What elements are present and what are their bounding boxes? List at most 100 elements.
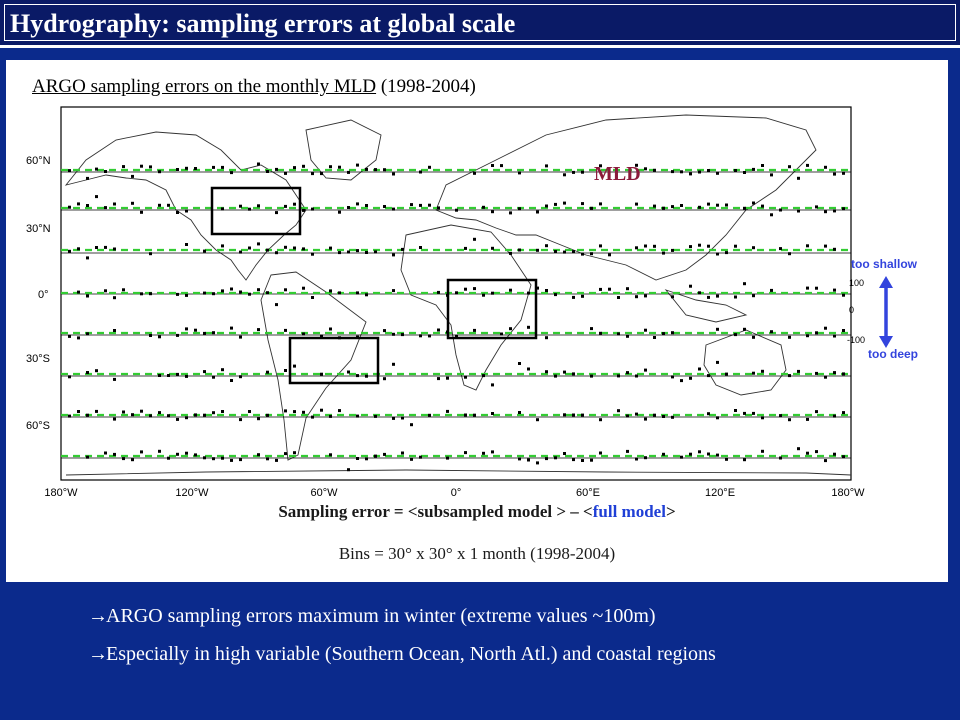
error-dot xyxy=(842,293,845,297)
error-dot xyxy=(248,410,251,413)
error-dot xyxy=(293,202,296,206)
error-dot xyxy=(554,456,557,460)
error-dot xyxy=(158,203,161,207)
error-dot xyxy=(446,376,449,380)
error-dot xyxy=(761,449,764,453)
error-dot xyxy=(635,457,638,461)
error-dot xyxy=(113,296,116,300)
coastlines xyxy=(64,114,852,476)
error-dot xyxy=(275,303,278,307)
error-dot xyxy=(401,333,404,337)
highlight-boxes xyxy=(210,186,538,385)
error-dot xyxy=(671,205,674,209)
lon-label: 120°E xyxy=(705,487,735,499)
error-dot xyxy=(698,450,701,454)
error-dot xyxy=(356,414,359,418)
error-dot xyxy=(392,207,395,211)
scale-legend: too shallow too deep 100 0 -100 xyxy=(847,257,918,361)
error-dot xyxy=(194,413,197,417)
error-dot xyxy=(230,379,233,382)
error-dot xyxy=(149,165,152,169)
error-dot xyxy=(347,468,350,472)
error-dot xyxy=(239,418,242,422)
error-dot xyxy=(725,457,728,461)
error-dot xyxy=(446,456,449,460)
error-dot xyxy=(491,164,494,167)
north-america-outline xyxy=(64,131,307,281)
error-dot xyxy=(698,243,701,247)
error-dot xyxy=(248,246,251,250)
error-dot xyxy=(824,375,827,379)
error-dot xyxy=(284,204,287,208)
error-dot xyxy=(680,170,683,174)
error-dot xyxy=(563,173,566,177)
error-dot xyxy=(239,250,242,254)
error-dot xyxy=(563,201,566,205)
error-dot xyxy=(311,207,314,211)
error-dot xyxy=(833,288,836,292)
error-dot xyxy=(374,454,377,458)
error-dot xyxy=(275,458,278,462)
error-dot xyxy=(464,451,467,455)
error-dot xyxy=(356,291,359,295)
error-dot xyxy=(176,292,179,296)
error-dot xyxy=(536,248,539,252)
error-dot xyxy=(698,367,701,371)
error-dot xyxy=(581,252,584,256)
error-dot xyxy=(401,247,404,251)
error-dot xyxy=(473,413,476,417)
error-dot xyxy=(437,328,440,332)
error-dot xyxy=(176,333,179,337)
error-dot xyxy=(545,289,548,292)
error-dot xyxy=(356,202,359,206)
error-dot xyxy=(212,375,215,379)
error-dot xyxy=(770,288,773,292)
error-dot xyxy=(311,252,314,256)
error-dot xyxy=(833,371,836,375)
error-dot xyxy=(797,447,800,451)
error-dot xyxy=(86,455,89,459)
error-dot xyxy=(572,458,575,462)
error-dot xyxy=(230,326,233,330)
error-dot xyxy=(473,171,476,175)
error-dot xyxy=(266,170,269,173)
error-dot xyxy=(797,209,800,213)
error-dot xyxy=(626,414,629,418)
error-dot xyxy=(833,414,836,418)
error-dot xyxy=(680,204,683,207)
error-dot xyxy=(356,163,359,167)
error-dot xyxy=(509,327,512,331)
error-dot xyxy=(95,167,98,171)
error-dot xyxy=(536,418,539,422)
error-dot xyxy=(842,411,845,415)
error-dot xyxy=(833,172,836,176)
error-dot xyxy=(365,167,368,171)
error-dot xyxy=(185,166,188,170)
error-dot xyxy=(284,245,287,249)
error-dot xyxy=(203,370,206,374)
error-dot xyxy=(113,377,116,381)
error-dot xyxy=(212,411,215,415)
error-dot xyxy=(491,246,494,250)
antarctica-outline xyxy=(65,469,852,476)
error-dot xyxy=(482,451,485,455)
error-dot xyxy=(77,410,80,413)
title-frame xyxy=(4,4,956,41)
error-dot xyxy=(671,170,674,174)
error-dot xyxy=(572,413,575,417)
error-dot xyxy=(104,451,107,455)
error-dot xyxy=(140,164,143,168)
error-dot xyxy=(599,287,602,291)
error-dot xyxy=(716,416,719,420)
error-dot xyxy=(635,295,638,299)
error-dot xyxy=(617,332,620,336)
error-dot xyxy=(824,326,827,330)
error-dot xyxy=(464,287,467,291)
error-dot xyxy=(473,237,476,241)
error-dot xyxy=(572,295,575,299)
error-dot xyxy=(131,201,134,205)
error-dot xyxy=(68,205,71,209)
error-dot xyxy=(734,295,737,299)
error-dot xyxy=(203,291,206,295)
error-dot xyxy=(635,246,638,250)
